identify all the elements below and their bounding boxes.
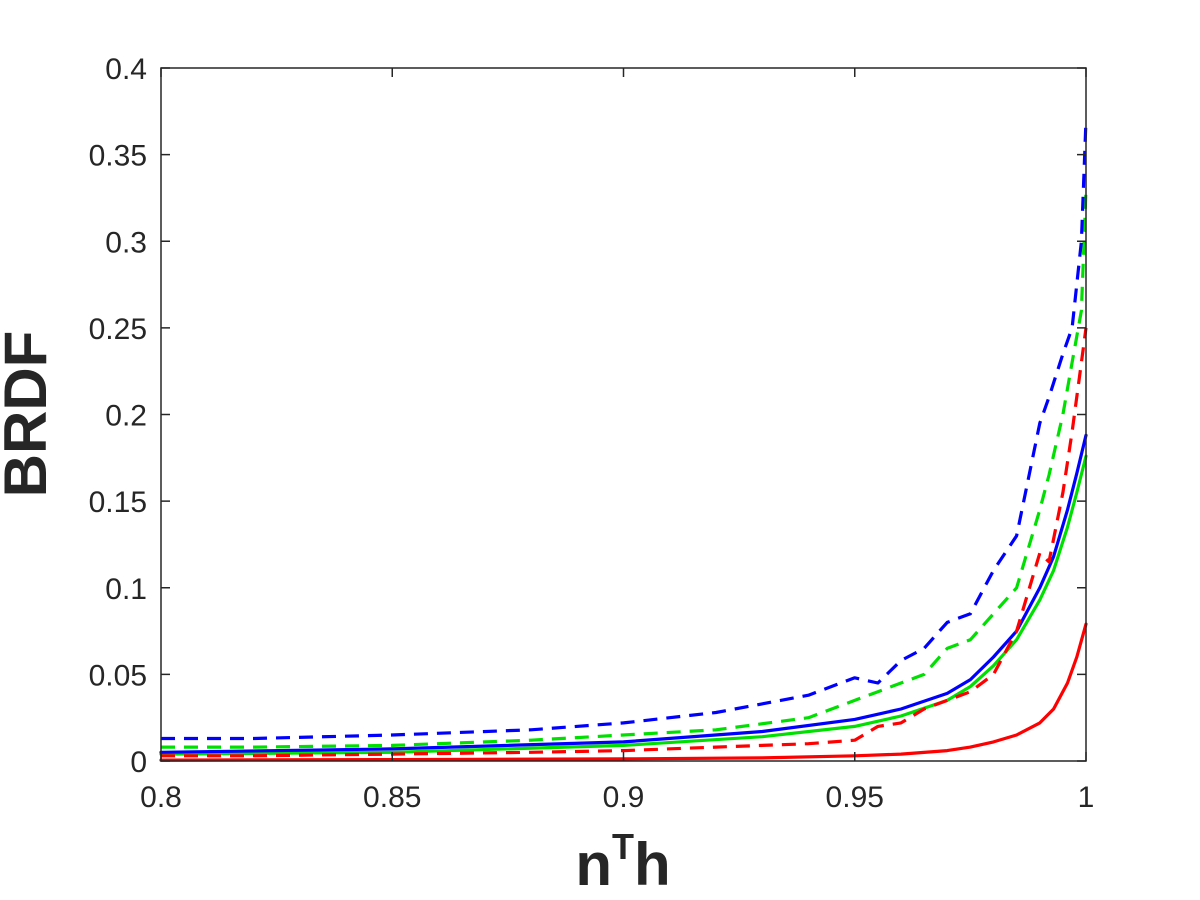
y-tick-label: 0 [130,746,147,779]
x-axis-title: nTh [575,826,670,898]
x-tick-label: 0.9 [603,781,645,814]
y-tick-label: 0.4 [105,53,147,86]
x-tick-label: 0.8 [140,781,182,814]
series-line-2 [159,433,1088,754]
series-line-0 [159,622,1088,762]
x-axis-title-superscript: T [612,826,634,867]
x-tick-label: 0.85 [363,781,421,814]
series-layer [159,119,1088,762]
y-tick-label: 0.35 [89,140,147,173]
plot-area [161,68,1086,761]
y-axis-title: BRDF [0,331,59,498]
series-line-4 [161,189,1088,749]
y-tick-label: 0.3 [105,226,147,259]
tick-layer: 0.8 0.85 0.9 0.95 1 0 0.05 0.1 0.15 0.2 0.25 0.3 0.3… [89,53,1095,814]
x-tick-label: 0.95 [826,781,884,814]
x-axis-title-base: n [575,831,612,898]
y-tick-label: 0.1 [105,573,147,606]
series-line-3 [161,327,1088,758]
y-tick-label: 0.25 [89,313,147,346]
y-tick-label: 0.15 [89,486,147,519]
y-tick-label: 0.2 [105,400,147,433]
x-axis-title-suffix: h [634,831,671,898]
series-line-5 [161,119,1088,741]
y-tick-label: 0.05 [89,659,147,692]
series-line-1 [159,454,1088,756]
x-tick-label: 1 [1078,781,1095,814]
